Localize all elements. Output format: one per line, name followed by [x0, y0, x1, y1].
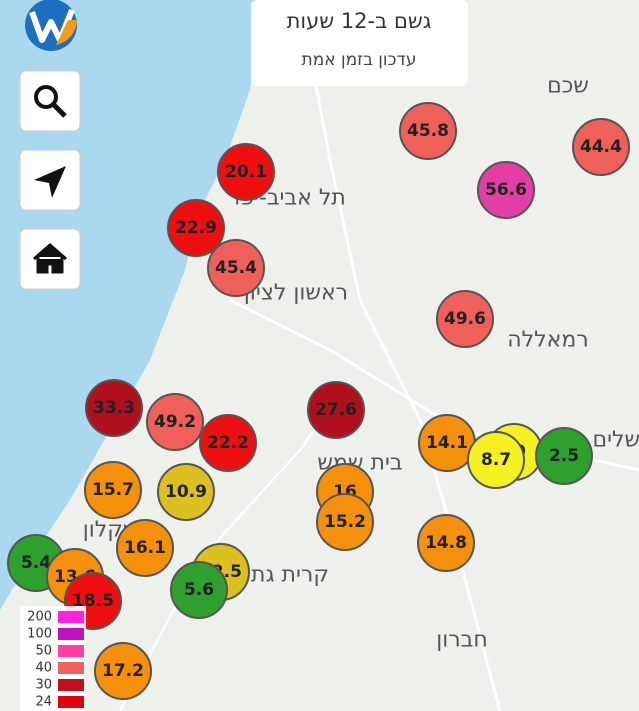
- subtitle: עדכון בזמן אמת: [302, 50, 417, 70]
- legend-label: 50: [35, 644, 52, 659]
- marker-value: 5.6: [184, 580, 214, 600]
- marker-value: 15.2: [324, 512, 366, 532]
- legend-swatch: [58, 645, 84, 657]
- place-label: רמאללה: [507, 328, 588, 353]
- marker-circle: [436, 290, 494, 348]
- marker-circle: [535, 427, 593, 485]
- legend-label: 30: [35, 678, 52, 693]
- home-button[interactable]: [19, 228, 81, 290]
- title-card: גשם ב-12 שעות עדכון בזמן אמת: [251, 0, 468, 86]
- place-label: קרית גת: [251, 563, 329, 588]
- rain-marker[interactable]: 15.2: [316, 493, 374, 551]
- marker-value: 5.4: [21, 553, 51, 573]
- rain-marker[interactable]: 14.8: [417, 514, 475, 572]
- marker-circle: [217, 143, 275, 201]
- legend-label: 24: [35, 695, 52, 710]
- marker-value: 14.1: [426, 433, 468, 453]
- marker-circle: [199, 414, 257, 472]
- marker-value: 45.8: [407, 121, 449, 141]
- marker-value: 44.4: [580, 137, 622, 157]
- rain-marker[interactable]: 49.6: [436, 290, 494, 348]
- locate-button[interactable]: [19, 149, 81, 211]
- marker-value: 8.7: [481, 450, 511, 470]
- marker-circle: [84, 461, 142, 519]
- rain-marker[interactable]: 5.6: [170, 561, 228, 619]
- marker-circle: [207, 239, 265, 297]
- marker-value: 22.9: [175, 218, 217, 238]
- marker-circle: [399, 102, 457, 160]
- marker-circle: [157, 463, 215, 521]
- title: גשם ב-12 שעות: [287, 9, 432, 33]
- place-label: ירושלים: [593, 428, 639, 453]
- search-button[interactable]: [19, 70, 81, 132]
- marker-value: 45.4: [215, 258, 257, 278]
- rain-marker[interactable]: 15.7: [84, 461, 142, 519]
- legend-box: [20, 606, 86, 711]
- marker-value: 17.2: [102, 661, 144, 681]
- marker-circle: [477, 161, 535, 219]
- marker-value: 20.1: [225, 162, 267, 182]
- rain-marker[interactable]: 22.2: [199, 414, 257, 472]
- marker-value: 33.3: [93, 398, 135, 418]
- legend-swatch: [58, 696, 84, 708]
- rain-marker[interactable]: 2.5: [535, 427, 593, 485]
- marker-value: 16.1: [124, 538, 166, 558]
- marker-value: 15.7: [92, 480, 134, 500]
- place-label: שכם: [547, 74, 589, 99]
- place-label: ראשון לציון: [244, 281, 348, 306]
- rain-marker[interactable]: 45.8: [399, 102, 457, 160]
- rain-marker[interactable]: 27.6: [307, 381, 365, 439]
- marker-circle: [467, 431, 525, 489]
- rain-marker[interactable]: 17.2: [94, 642, 152, 700]
- marker-value: 49.6: [444, 309, 486, 329]
- rain-marker[interactable]: 44.4: [572, 118, 630, 176]
- rain-marker[interactable]: 8.7: [467, 431, 525, 489]
- rain-marker[interactable]: 45.4: [207, 239, 265, 297]
- marker-circle: [417, 514, 475, 572]
- rain-marker[interactable]: 49.2: [146, 393, 204, 451]
- marker-value: 22.2: [207, 433, 249, 453]
- marker-circle: [170, 561, 228, 619]
- logo[interactable]: [25, 0, 77, 51]
- marker-value: 14.8: [425, 533, 467, 553]
- place-label: חברון: [436, 628, 488, 653]
- marker-circle: [307, 381, 365, 439]
- marker-value: 27.6: [315, 400, 357, 420]
- marker-circle: [94, 642, 152, 700]
- marker-circle: [572, 118, 630, 176]
- rain-marker[interactable]: 22.9: [167, 199, 225, 257]
- marker-value: 2.5: [549, 446, 579, 466]
- legend-label: 40: [35, 661, 52, 676]
- rain-marker[interactable]: 14.1: [418, 414, 476, 472]
- marker-value: 49.2: [154, 412, 196, 432]
- legend-label: 100: [27, 627, 52, 642]
- marker-circle: [167, 199, 225, 257]
- marker-circle: [146, 393, 204, 451]
- road: [298, 0, 502, 711]
- rain-marker[interactable]: 16.1: [116, 519, 174, 577]
- legend-swatch: [58, 611, 84, 623]
- marker-circle: [316, 493, 374, 551]
- legend-swatch: [58, 662, 84, 674]
- marker-circle: [116, 519, 174, 577]
- rain-marker[interactable]: 10.9: [157, 463, 215, 521]
- legend-swatch: [58, 628, 84, 640]
- legend-label: 200: [27, 610, 52, 625]
- marker-circle: [85, 379, 143, 437]
- rain-marker[interactable]: 56.6: [477, 161, 535, 219]
- legend-swatch: [58, 679, 84, 691]
- marker-value: 56.6: [485, 180, 527, 200]
- rain-marker[interactable]: 20.1: [217, 143, 275, 201]
- marker-value: 10.9: [165, 482, 207, 502]
- rain-marker[interactable]: 33.3: [85, 379, 143, 437]
